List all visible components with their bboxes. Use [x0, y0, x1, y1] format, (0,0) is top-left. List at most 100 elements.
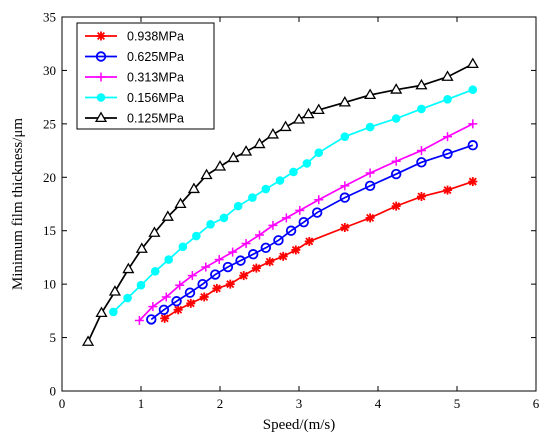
series-0: [160, 177, 478, 323]
data-point: [184, 287, 196, 298]
y-tick-label: 25: [43, 116, 56, 131]
data-point: [281, 213, 291, 223]
data-point: [442, 148, 453, 159]
data-point: [192, 231, 201, 241]
data-point: [443, 185, 453, 195]
marker-stroke: [212, 284, 221, 293]
data-point: [261, 184, 271, 194]
legend: 0.938MPa 0.625MPa 0.313MPa 0.156MPa 0.125MPa: [76, 22, 215, 130]
marker-stroke: [279, 252, 288, 261]
data-point: [210, 269, 221, 280]
data-point: [275, 176, 285, 185]
marker-stroke: [96, 31, 106, 41]
series-line: [112, 88, 474, 313]
data-point: [295, 205, 305, 215]
data-point: [240, 145, 253, 156]
data-point: [109, 307, 118, 317]
data-point: [390, 168, 402, 180]
legend-item: 0.625MPa: [85, 50, 184, 64]
data-point: [340, 223, 350, 233]
marker-stroke: [252, 264, 261, 273]
data-point: [265, 257, 275, 267]
legend-marker: [95, 51, 107, 62]
data-point: [212, 283, 222, 293]
legend-box: [76, 22, 215, 130]
data-point: [174, 197, 187, 209]
data-point: [95, 306, 108, 318]
marker-stroke: [186, 299, 195, 308]
legend-item: 0.313MPa: [85, 70, 184, 84]
data-point: [158, 304, 170, 315]
data-point: [251, 263, 261, 273]
data-point: [417, 104, 426, 114]
data-point: [339, 192, 351, 203]
y-tick-label: 35: [43, 10, 56, 25]
series-4: [82, 57, 479, 346]
data-point: [239, 271, 249, 281]
data-point: [187, 182, 200, 194]
data-point: [415, 78, 428, 90]
data-point: [123, 293, 132, 303]
data-point: [314, 148, 324, 158]
data-point: [241, 239, 251, 249]
data-point: [302, 159, 312, 168]
data-point: [171, 296, 182, 307]
y-tick-label: 0: [50, 384, 57, 399]
marker-stroke: [226, 280, 235, 289]
legend-marker: [96, 72, 106, 82]
legend-label: 0.625MPa: [127, 50, 184, 64]
data-point: [391, 201, 401, 211]
data-point: [443, 132, 453, 142]
data-point: [148, 302, 158, 312]
y-tick-label: 30: [43, 63, 56, 78]
data-point: [253, 137, 266, 149]
data-point: [134, 315, 144, 325]
data-point: [255, 230, 264, 240]
data-point: [122, 262, 135, 274]
data-point: [364, 88, 377, 100]
data-point: [266, 128, 279, 139]
data-point: [298, 216, 309, 228]
data-point: [201, 262, 211, 272]
data-point: [228, 247, 238, 257]
data-point: [225, 279, 235, 289]
data-point: [247, 249, 259, 260]
legend-item: 0.938MPa: [85, 29, 184, 43]
data-point: [466, 57, 479, 69]
data-point: [443, 94, 452, 104]
data-point: [340, 181, 350, 191]
data-point: [150, 267, 160, 276]
data-point: [260, 242, 272, 254]
data-point: [219, 213, 229, 223]
legend-marker: [96, 31, 106, 41]
x-tick-label: 2: [217, 396, 224, 411]
data-point: [285, 225, 297, 236]
data-point: [416, 157, 427, 168]
data-point: [161, 292, 171, 302]
marker-stroke: [265, 257, 274, 266]
data-point: [222, 261, 234, 273]
data-point: [365, 168, 375, 178]
series-2: [134, 119, 478, 325]
x-tick-label: 4: [375, 396, 382, 411]
data-point: [213, 160, 227, 171]
legend-marker: [96, 93, 106, 102]
y-axis-label: Minimum film thickness/μm: [10, 118, 26, 291]
data-point: [164, 255, 173, 264]
x-tick-label: 3: [296, 396, 303, 411]
series-1: [146, 140, 479, 325]
data-point: [467, 140, 479, 151]
data-point: [279, 120, 292, 132]
data-point: [108, 285, 121, 296]
marker-stroke: [366, 213, 375, 222]
plot-layer: 0 1 2 3 4 5 6 0 5 10 15 20 25 30 35: [43, 10, 540, 412]
data-point: [468, 177, 478, 187]
data-point: [302, 107, 315, 119]
data-point: [292, 113, 306, 124]
data-point: [278, 251, 288, 261]
marker-stroke: [239, 271, 248, 280]
data-point: [390, 83, 403, 94]
data-point: [160, 313, 170, 323]
marker-stroke: [392, 202, 401, 211]
